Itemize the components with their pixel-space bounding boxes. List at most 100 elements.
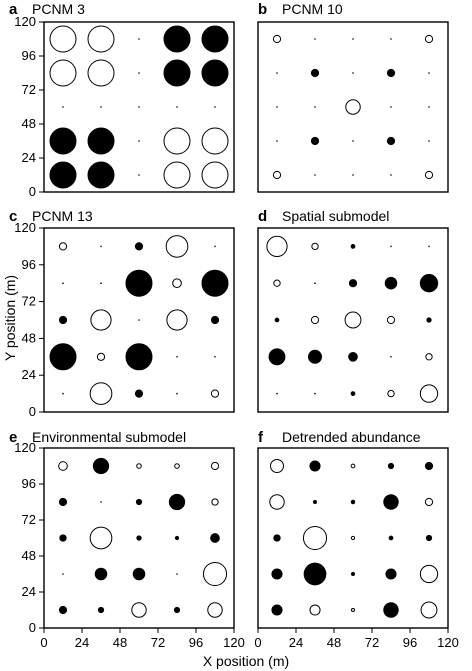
point-b-r1-c1 (310, 68, 320, 78)
y-tick-label-c-72: 72 (22, 294, 36, 309)
point-e-r3-c1 (94, 567, 108, 581)
panel-f-frame (257, 447, 449, 629)
point-e-r3-c2 (132, 567, 146, 581)
point-d-r4-c0 (276, 392, 278, 395)
point-a-r4-c4 (201, 161, 229, 189)
point-d-r2-c0 (274, 317, 280, 323)
point-e-r4-c3 (173, 606, 181, 614)
point-b-r2-c1 (314, 106, 316, 108)
y-tick-label-e-0: 0 (29, 620, 36, 635)
point-f-r4-c3 (383, 602, 399, 618)
point-e-r1-c4 (211, 498, 219, 506)
point-a-r4-c2 (138, 174, 140, 176)
x-tick-label-e-24: 24 (75, 635, 89, 650)
point-a-r3-c4 (201, 127, 229, 155)
point-a-r1-c2 (138, 72, 140, 74)
point-c-r2-c3 (166, 309, 188, 331)
point-a-r1-c0 (49, 59, 77, 87)
point-f-r0-c1 (309, 460, 321, 472)
point-b-r4-c2 (352, 174, 354, 176)
point-f-r3-c3 (385, 568, 397, 580)
panel-b-frame (257, 21, 449, 193)
point-f-r0-c3 (387, 462, 395, 470)
point-f-r2-c1 (302, 525, 328, 551)
point-c-r4-c2 (134, 389, 144, 398)
point-e-r2-c2 (136, 535, 142, 541)
panel-e-circles (58, 457, 228, 618)
x-axis-label: X position (m) (203, 653, 289, 669)
point-c-r4-c3 (176, 392, 178, 395)
y-axis-label: Y position (m) (2, 275, 18, 361)
point-e-r4-c0 (58, 605, 68, 615)
panel-b-circles (272, 34, 434, 180)
y-tick-label-c-24: 24 (22, 367, 36, 382)
point-c-r1-c1 (100, 282, 102, 285)
point-a-r0-c1 (87, 25, 115, 53)
point-c-r0-c3 (165, 235, 189, 258)
point-b-r1-c2 (352, 72, 354, 74)
point-e-r0-c2 (136, 463, 142, 469)
y-tick-label-c-96: 96 (22, 257, 36, 272)
point-a-r1-c3 (163, 59, 191, 87)
point-f-r3-c1 (303, 562, 327, 586)
panel-a-y-ticks: 0 24 48 72 96 120 (14, 14, 44, 199)
point-d-r4-c1 (314, 392, 316, 395)
point-b-r0-c4 (424, 34, 434, 44)
point-b-r3-c2 (352, 140, 354, 142)
point-f-r2-c0 (273, 534, 281, 542)
point-f-r3-c4 (419, 564, 439, 584)
y-tick-label-e-48: 48 (22, 548, 36, 563)
point-a-r2-c2 (138, 106, 140, 108)
panel-d-circles (266, 235, 439, 403)
point-d-r0-c0 (266, 235, 288, 258)
panel-c-y-ticks: 0 24 48 72 96 120 (14, 220, 44, 419)
panel-f-title: Detrended abundance (282, 429, 421, 445)
point-d-r3-c2 (348, 351, 358, 362)
point-b-r3-c1 (310, 136, 320, 146)
point-b-r1-c0 (276, 72, 278, 74)
panel-d-frame (257, 227, 449, 413)
point-c-r4-c1 (89, 382, 113, 405)
x-tick-label-f-24: 24 (289, 635, 303, 650)
point-a-r0-c2 (138, 38, 140, 40)
point-c-r1-c3 (172, 278, 182, 289)
y-tick-label-a-120: 120 (14, 14, 36, 29)
panel-d: d Spatial submodel (257, 208, 449, 413)
point-a-r1-c4 (201, 59, 229, 87)
point-d-r4-c4 (419, 384, 439, 403)
point-d-r3-c0 (268, 348, 286, 366)
point-d-r1-c0 (273, 279, 281, 287)
panel-c-circles (49, 235, 229, 405)
panel-d-letter: d (258, 208, 267, 225)
panel-c: c PCNM 13 0 24 48 72 96 120 (9, 208, 235, 419)
point-f-r3-c0 (271, 568, 283, 580)
point-c-r2-c0 (58, 315, 68, 325)
panel-e-x-ticks: 0 24 48 72 96 120 (40, 628, 245, 650)
point-b-r3-c3 (386, 136, 396, 146)
x-tick-label-f-72: 72 (365, 635, 379, 650)
point-d-r1-c3 (384, 276, 398, 290)
panel-e-letter: e (9, 429, 17, 446)
point-a-r3-c1 (87, 127, 115, 155)
point-f-r0-c4 (424, 461, 434, 471)
point-a-r4-c3 (163, 161, 191, 189)
point-e-r1-c3 (168, 493, 186, 511)
y-tick-label-e-72: 72 (22, 512, 36, 527)
point-a-r3-c3 (163, 127, 191, 155)
y-tick-label-c-48: 48 (22, 330, 36, 345)
point-f-r1-c2 (350, 499, 356, 505)
point-b-r4-c1 (314, 174, 316, 176)
point-a-r2-c4 (214, 106, 216, 108)
point-c-r3-c0 (49, 343, 77, 371)
panel-a-circles (49, 25, 229, 189)
point-f-r2-c4 (425, 534, 433, 542)
point-d-r1-c2 (348, 279, 358, 288)
point-d-r2-c3 (386, 315, 396, 325)
point-e-r1-c0 (58, 497, 68, 507)
point-e-r4-c2 (131, 602, 147, 618)
point-b-r1-c3 (386, 68, 396, 78)
point-f-r1-c0 (269, 494, 285, 510)
x-tick-label-f-120: 120 (437, 635, 459, 650)
point-f-r4-c0 (271, 604, 283, 616)
point-d-r0-c1 (311, 242, 319, 251)
